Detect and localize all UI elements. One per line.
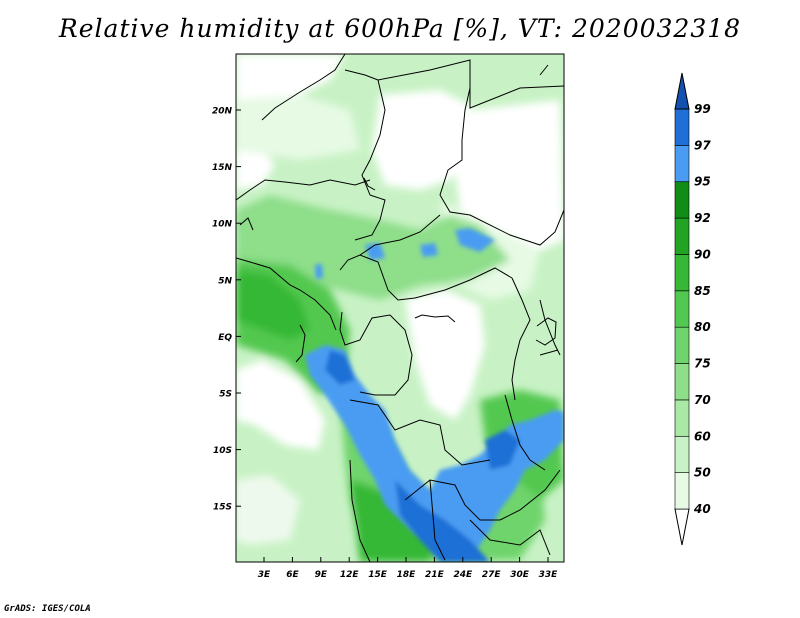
credit-label: GrADS: IGES/COLA bbox=[4, 604, 91, 614]
lat-tick-label: 5S bbox=[219, 390, 232, 400]
lon-tick-label: 18E bbox=[397, 570, 417, 580]
chart-title: Relative humidity at 600hPa [%], VT: 202… bbox=[58, 14, 742, 43]
lon-tick-label: 27E bbox=[482, 570, 502, 580]
lat-tick-label: 10S bbox=[213, 446, 232, 456]
colorbar-segment bbox=[674, 290, 690, 328]
lat-tick-label: 15N bbox=[212, 163, 233, 173]
latitude-ticks: 20N 15N 10N 5N EQ 5S 10S 15S bbox=[212, 107, 241, 513]
colorbar-max-arrow bbox=[674, 72, 690, 110]
colorbar-segment bbox=[674, 145, 690, 183]
longitude-ticks: 3E 6E 9E 12E 15E 18E 21E 24E 27E 30E 33E bbox=[258, 557, 558, 580]
colorbar-label: 70 bbox=[694, 393, 711, 407]
colorbar-label: 50 bbox=[694, 466, 711, 480]
lon-tick-label: 30E bbox=[510, 570, 530, 580]
lon-tick-label: 21E bbox=[425, 570, 445, 580]
colorbar-label: 90 bbox=[694, 247, 711, 261]
colorbar-label: 97 bbox=[694, 138, 711, 152]
colorbar-label: 99 bbox=[694, 102, 711, 116]
map-frame bbox=[235, 53, 565, 563]
colorbar-min-arrow bbox=[674, 508, 690, 546]
colorbar-segment bbox=[674, 108, 690, 146]
lat-tick-label: 20N bbox=[212, 107, 233, 117]
colorbar-segment bbox=[674, 472, 690, 510]
colorbar-segment bbox=[674, 435, 690, 473]
lon-tick-label: 24E bbox=[453, 570, 473, 580]
country-borders bbox=[236, 54, 564, 562]
lon-tick-label: 3E bbox=[258, 570, 271, 580]
lat-tick-label: 5N bbox=[218, 276, 232, 286]
lat-tick-label: EQ bbox=[218, 333, 232, 343]
lon-tick-label: 33E bbox=[539, 570, 559, 580]
colorbar-label: 60 bbox=[694, 429, 711, 443]
humidity-field bbox=[236, 54, 564, 562]
colorbar-segment bbox=[674, 399, 690, 437]
lon-tick-label: 6E bbox=[286, 570, 299, 580]
lat-tick-label: 10N bbox=[212, 220, 233, 230]
colorbar-segment bbox=[674, 181, 690, 219]
colorbar-segment bbox=[674, 217, 690, 255]
colorbar-label: 92 bbox=[694, 211, 711, 225]
colorbar-segment bbox=[674, 363, 690, 401]
lon-tick-label: 9E bbox=[315, 570, 328, 580]
lon-tick-label: 15E bbox=[368, 570, 388, 580]
colorbar-segment bbox=[674, 254, 690, 292]
lon-tick-label: 12E bbox=[340, 570, 360, 580]
colorbar-label: 40 bbox=[693, 502, 711, 516]
colorbar-segment bbox=[674, 326, 690, 364]
colorbar-label: 75 bbox=[694, 357, 711, 371]
lat-tick-label: 15S bbox=[213, 503, 232, 513]
colorbar-legend: 40 50 60 70 75 80 85 90 92 95 97 99 bbox=[674, 72, 711, 546]
colorbar-label: 80 bbox=[694, 320, 711, 334]
colorbar-label: 85 bbox=[694, 284, 711, 298]
colorbar-label: 95 bbox=[694, 175, 711, 189]
